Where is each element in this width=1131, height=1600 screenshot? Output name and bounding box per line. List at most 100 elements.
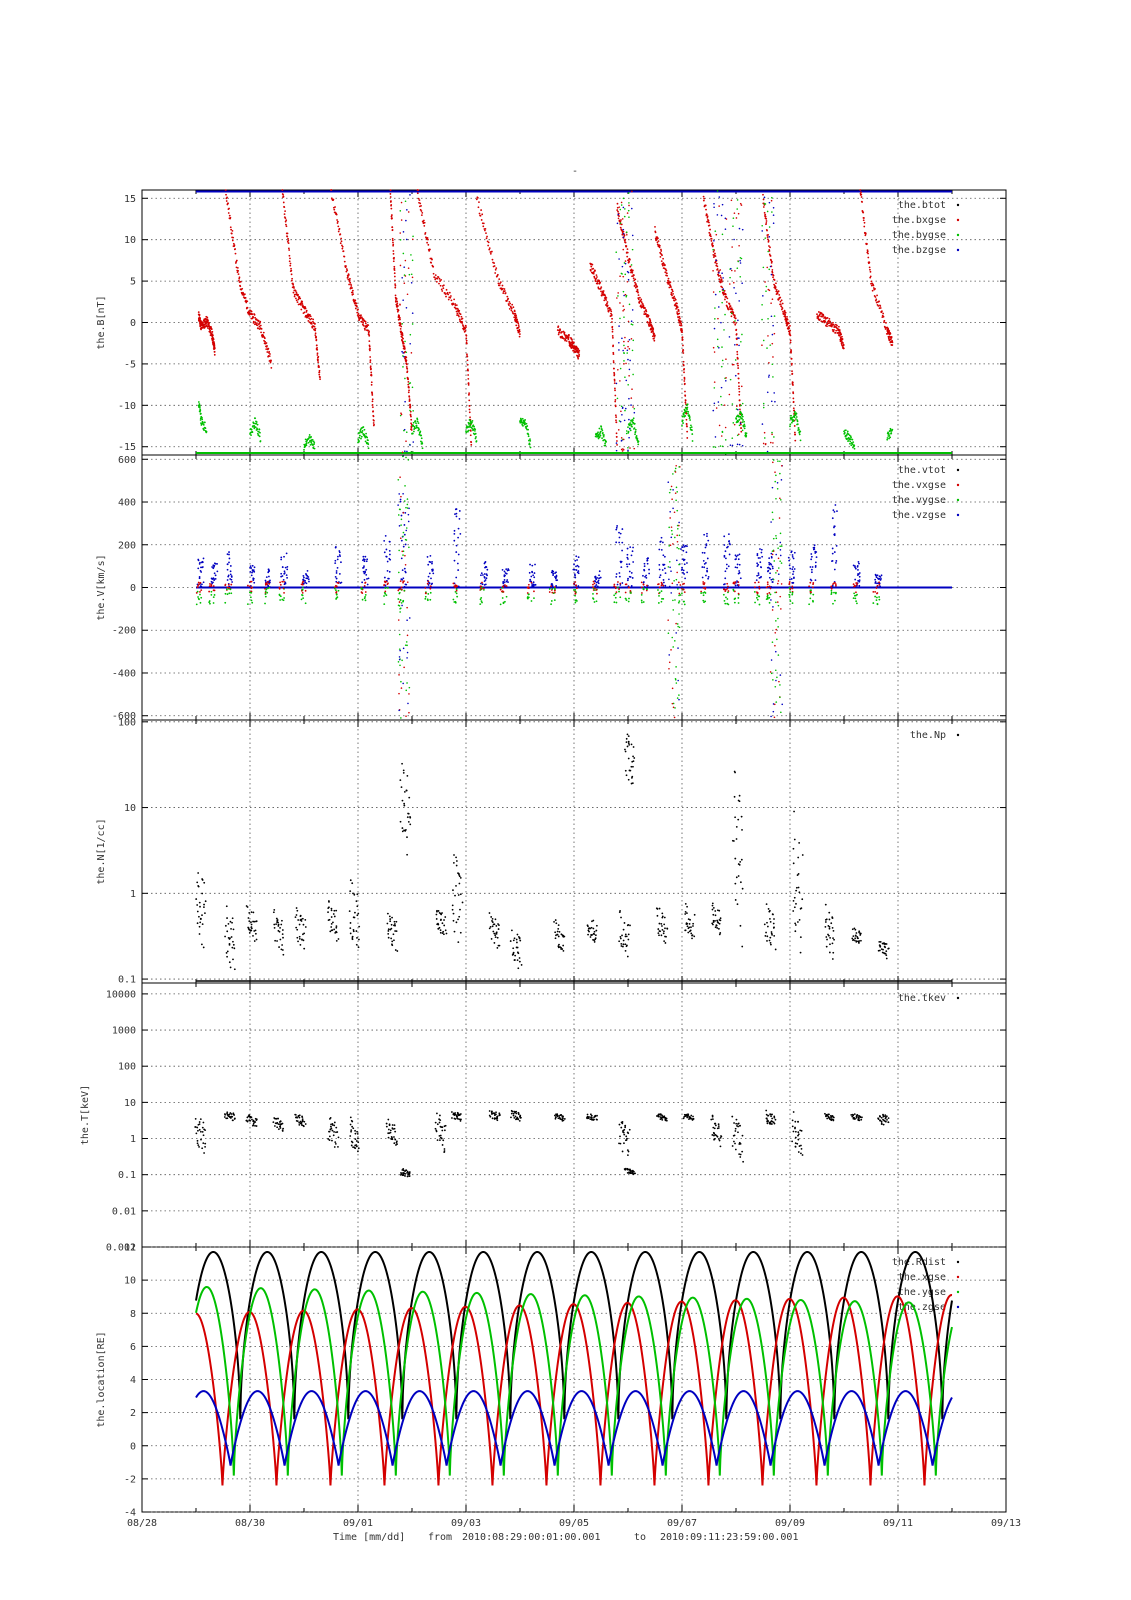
- vz-point: [631, 577, 634, 579]
- bx-point: [719, 280, 722, 282]
- vz-point: [768, 576, 771, 579]
- vz-point: [594, 575, 597, 578]
- bx-point: [737, 364, 739, 367]
- b-burst-point: [731, 444, 734, 447]
- bx-point: [781, 308, 783, 311]
- bx-point: [704, 204, 707, 207]
- bx-point: [362, 318, 365, 321]
- bx-point: [354, 299, 357, 302]
- vz-point: [454, 508, 457, 511]
- bx-point: [370, 367, 372, 370]
- vx-point: [769, 587, 772, 590]
- by-point: [794, 414, 797, 416]
- vx-point: [615, 591, 618, 593]
- vz-point: [388, 570, 391, 573]
- v-spike-point: [780, 583, 783, 585]
- bx-point: [577, 357, 580, 360]
- b-burst-point: [627, 449, 629, 452]
- bx-point: [667, 280, 670, 283]
- vz-point: [810, 568, 813, 571]
- by-point: [630, 419, 633, 422]
- vz-point: [681, 568, 684, 571]
- bx-point: [564, 338, 567, 341]
- bx-point: [314, 332, 317, 335]
- vz-point: [201, 566, 204, 569]
- v-spike-point: [769, 671, 772, 673]
- by-point: [258, 435, 261, 438]
- vz-point: [249, 570, 252, 573]
- bx-point: [682, 352, 685, 354]
- b-burst-point: [629, 427, 631, 430]
- by-point: [744, 425, 746, 428]
- b-burst-point: [620, 437, 623, 439]
- vy-point: [265, 588, 268, 591]
- b-burst-point: [713, 351, 716, 353]
- by-point: [471, 419, 474, 422]
- bx-point: [225, 200, 228, 202]
- vy-point: [617, 586, 619, 589]
- bx-point: [250, 310, 253, 313]
- bx-point: [616, 202, 619, 205]
- vx-point: [526, 587, 529, 589]
- b-burst-point: [771, 342, 774, 345]
- vz-point: [814, 561, 817, 564]
- bx-point: [683, 382, 686, 385]
- vx-point: [424, 592, 427, 594]
- vx-point: [210, 584, 213, 586]
- vz-point: [577, 565, 580, 568]
- b-burst-point: [720, 395, 722, 398]
- vz-point: [363, 565, 365, 568]
- vx-point: [209, 583, 211, 585]
- b-burst-point: [400, 413, 403, 416]
- v-spike-point: [397, 661, 400, 663]
- v-spike-point: [775, 497, 777, 500]
- vz-point: [577, 570, 580, 572]
- by-point: [309, 439, 312, 442]
- vx-point: [766, 593, 769, 595]
- bx-point: [781, 302, 784, 305]
- bx-point: [311, 326, 314, 329]
- b-burst-point: [737, 337, 739, 339]
- b-burst-point: [621, 337, 623, 340]
- vy-point: [335, 598, 338, 600]
- by-point: [631, 419, 634, 422]
- b-burst-point: [713, 387, 716, 389]
- by-point: [682, 422, 684, 424]
- bx-point: [281, 189, 284, 191]
- bx-point: [791, 370, 793, 373]
- b-burst-point: [721, 430, 724, 433]
- v-spike-point: [781, 703, 784, 706]
- vz-point: [228, 557, 231, 560]
- bx-point: [228, 214, 231, 217]
- bx-point: [508, 300, 511, 303]
- b-burst-point: [619, 380, 621, 382]
- vz-point: [874, 578, 877, 581]
- vz-point: [403, 524, 406, 526]
- by-point: [890, 432, 893, 434]
- vz-point: [428, 560, 431, 563]
- by-point: [796, 423, 799, 426]
- vz-point: [362, 566, 365, 569]
- bx-point: [683, 380, 686, 382]
- v-spike-point: [677, 625, 679, 628]
- bx-point: [406, 367, 409, 370]
- vy-point: [624, 597, 627, 600]
- by-point: [204, 421, 206, 424]
- b-burst-point: [773, 436, 775, 438]
- bx-point: [724, 298, 726, 301]
- bx-point: [497, 282, 500, 285]
- vz-point: [534, 563, 536, 566]
- vy-point: [704, 600, 707, 603]
- b-burst-point: [402, 252, 405, 255]
- by-point: [846, 430, 849, 433]
- vz-point: [792, 566, 794, 568]
- bx-point: [401, 332, 404, 335]
- b-burst-point: [714, 293, 717, 296]
- vy-point: [455, 592, 458, 595]
- bx-point: [735, 338, 738, 341]
- vz-point: [788, 559, 791, 562]
- vy-point: [855, 600, 858, 603]
- vz-point: [854, 565, 856, 567]
- v-spike-point: [670, 649, 672, 651]
